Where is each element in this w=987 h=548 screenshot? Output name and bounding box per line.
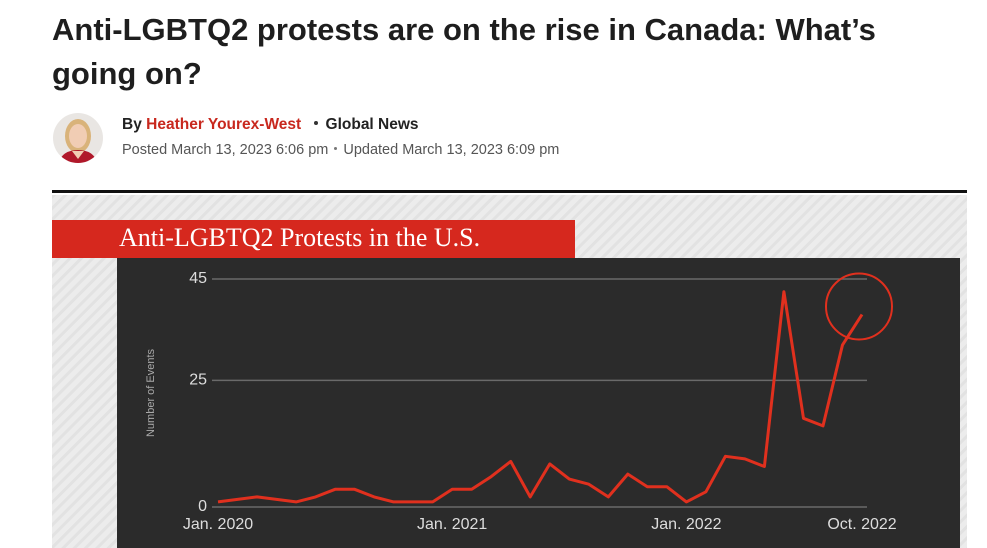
separator <box>334 147 338 151</box>
dates: Posted March 13, 2023 6:06 pm Updated Mar… <box>122 142 559 158</box>
y-tick-label: 0 <box>198 498 207 515</box>
y-tick-label: 45 <box>189 270 207 287</box>
y-axis-label: Number of Events <box>145 348 157 437</box>
x-tick-label: Oct. 2022 <box>827 516 896 533</box>
byline-prefix: By <box>122 116 142 133</box>
separator <box>313 121 318 126</box>
divider <box>52 190 967 193</box>
highlight-circle <box>825 272 893 341</box>
x-tick-label: Jan. 2020 <box>183 516 253 533</box>
plot-panel <box>117 258 960 548</box>
headline: Anti-LGBTQ2 protests are on the rise in … <box>52 12 876 91</box>
chart: Anti-LGBTQ2 Protests in the U.S. Number … <box>52 195 967 548</box>
posted-date: Posted March 13, 2023 6:06 pm <box>122 142 329 158</box>
author-avatar <box>53 113 103 163</box>
chart-title: Anti-LGBTQ2 Protests in the U.S. <box>119 223 480 252</box>
outlet[interactable]: Global News <box>325 116 419 133</box>
byline: By Heather Yourex-West Global News <box>122 116 419 134</box>
data-line <box>217 290 864 504</box>
title-banner <box>52 220 575 258</box>
x-tick-label: Jan. 2022 <box>651 516 721 533</box>
updated-date: Updated March 13, 2023 6:09 pm <box>343 142 560 158</box>
author-link[interactable]: Heather Yourex-West <box>146 116 302 133</box>
y-tick-label: 25 <box>189 372 207 389</box>
x-tick-label: Jan. 2021 <box>417 516 487 533</box>
